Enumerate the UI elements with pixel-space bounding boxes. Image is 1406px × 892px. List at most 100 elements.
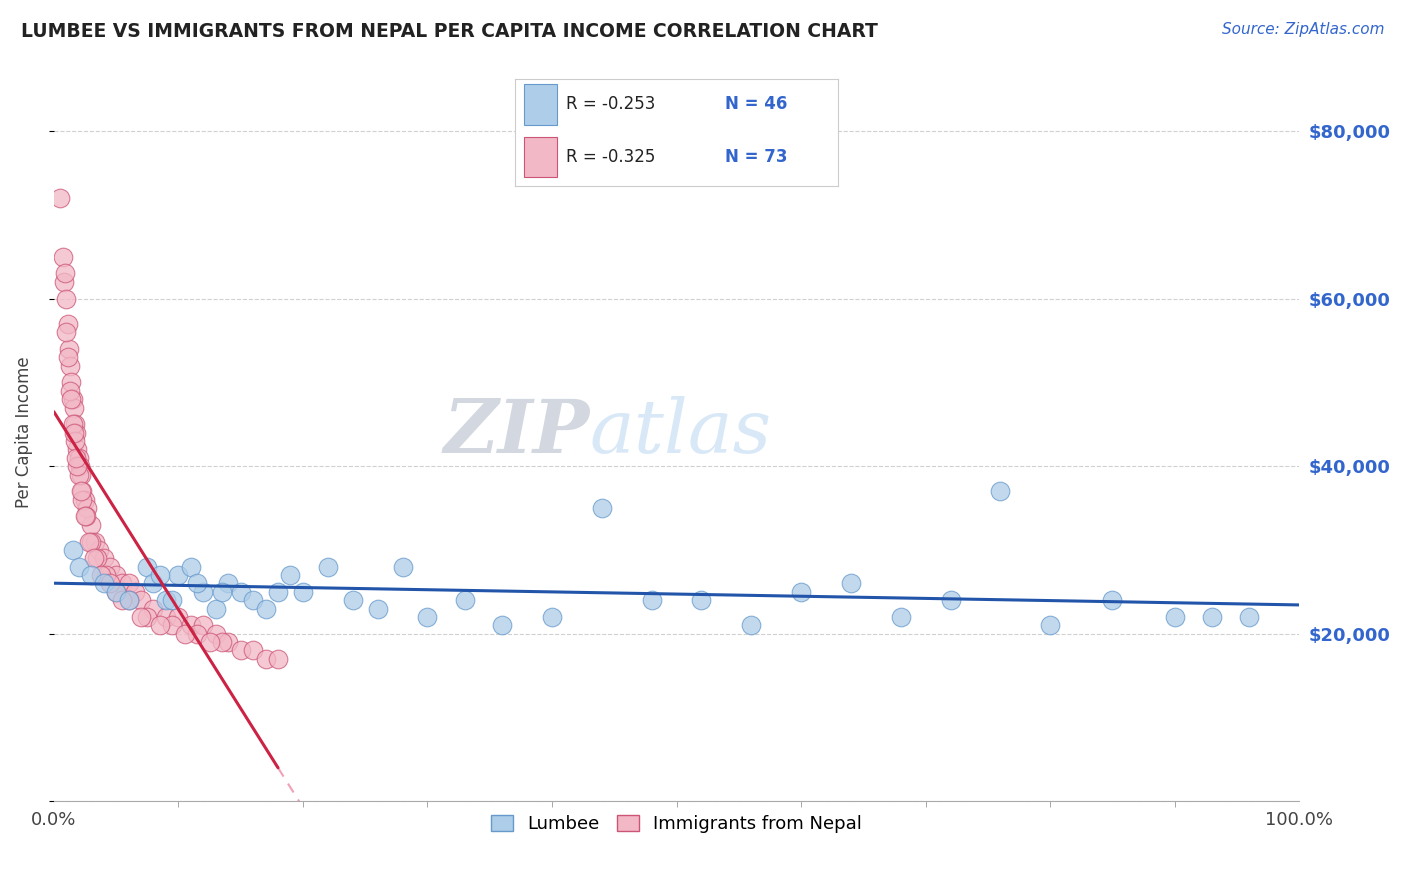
Point (1101, 593, 1123, 607)
Point (316, 559, 339, 574)
Point (69, 459, 91, 474)
Point (242, 643, 264, 657)
Point (62, 543, 84, 558)
Point (63, 417, 86, 432)
Text: LUMBEE VS IMMIGRANTS FROM NEPAL PER CAPITA INCOME CORRELATION CHART: LUMBEE VS IMMIGRANTS FROM NEPAL PER CAPI… (21, 22, 877, 41)
Point (454, 593, 477, 607)
Point (198, 635, 221, 649)
Point (94, 568, 117, 582)
Point (86, 551, 108, 566)
Legend: Lumbee, Immigrants from Nepal: Lumbee, Immigrants from Nepal (484, 807, 869, 840)
Point (180, 559, 202, 574)
Y-axis label: Per Capita Income: Per Capita Income (15, 357, 32, 508)
Point (76, 501, 98, 516)
Point (60, 392, 83, 406)
Point (211, 635, 233, 649)
Point (149, 568, 172, 582)
Point (65, 450, 87, 465)
Point (55, 292, 77, 306)
Point (93, 551, 115, 566)
Point (72, 484, 94, 499)
Point (142, 601, 165, 615)
Point (66, 459, 89, 474)
Point (136, 559, 159, 574)
Point (129, 610, 152, 624)
Point (117, 593, 139, 607)
Point (117, 576, 139, 591)
Point (77, 534, 100, 549)
Point (52, 275, 75, 289)
Point (62, 401, 84, 415)
Point (591, 501, 613, 516)
Point (62, 417, 84, 432)
Point (55, 325, 77, 339)
Point (73, 492, 96, 507)
Point (70, 467, 93, 482)
Point (229, 584, 252, 599)
Point (1239, 610, 1261, 624)
Point (105, 584, 128, 599)
Point (87, 543, 110, 558)
Point (204, 626, 226, 640)
Point (217, 635, 239, 649)
Point (73, 509, 96, 524)
Point (90, 568, 112, 582)
Point (98, 559, 121, 574)
Point (98, 576, 121, 591)
Point (63, 434, 86, 448)
Point (111, 576, 134, 591)
Point (75, 509, 97, 524)
Point (640, 593, 662, 607)
Point (1201, 610, 1223, 624)
Point (740, 618, 762, 632)
Point (66, 442, 89, 457)
Point (67, 467, 90, 482)
Point (72, 492, 94, 507)
Point (342, 593, 364, 607)
Point (65, 425, 87, 440)
Point (391, 559, 413, 574)
Point (62, 425, 84, 440)
Point (267, 652, 290, 666)
Point (254, 652, 277, 666)
Point (105, 568, 128, 582)
Point (242, 593, 264, 607)
Point (70, 484, 93, 499)
Point (155, 610, 177, 624)
Point (59, 359, 82, 373)
Point (1164, 610, 1187, 624)
Point (416, 610, 439, 624)
Point (890, 610, 912, 624)
Point (155, 593, 177, 607)
Point (80, 568, 103, 582)
Point (83, 551, 105, 566)
Point (1039, 618, 1062, 632)
Point (186, 626, 208, 640)
Point (93, 576, 115, 591)
Point (51, 250, 73, 264)
Point (690, 593, 713, 607)
Point (49, 191, 72, 205)
Point (80, 534, 103, 549)
Point (229, 643, 252, 657)
Point (280, 568, 302, 582)
Point (59, 384, 82, 398)
Point (541, 610, 564, 624)
Point (167, 610, 190, 624)
Point (80, 517, 103, 532)
Point (129, 593, 152, 607)
Text: atlas: atlas (589, 396, 772, 469)
Point (149, 618, 172, 632)
Point (204, 601, 226, 615)
Point (142, 576, 165, 591)
Point (136, 610, 159, 624)
Point (180, 618, 202, 632)
Point (291, 584, 314, 599)
Point (790, 584, 813, 599)
Point (367, 601, 389, 615)
Point (839, 576, 862, 591)
Point (267, 584, 290, 599)
Point (160, 593, 183, 607)
Point (193, 618, 215, 632)
Point (53, 267, 76, 281)
